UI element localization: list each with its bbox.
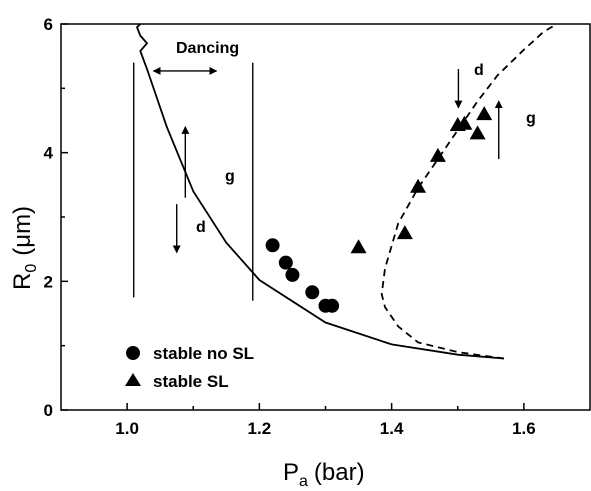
point-stable-no-sl [325, 298, 340, 313]
point-stable-sl [429, 147, 446, 162]
legend: stable no SL stable SL [125, 344, 254, 391]
point-stable-sl [456, 115, 473, 130]
y-tick-label: 4 [44, 144, 54, 163]
legend-marker-triangle [125, 373, 141, 386]
x-tick-label: 1.6 [512, 419, 536, 438]
point-stable-no-sl [305, 285, 320, 300]
curves [135, 23, 558, 360]
point-stable-sl [469, 125, 486, 140]
arrows [152, 66, 503, 254]
point-stable-sl [410, 178, 427, 193]
y-tick-label: 2 [44, 272, 53, 291]
point-stable-no-sl [278, 255, 293, 270]
y-tick-label: 0 [44, 401, 53, 420]
point-stable-no-sl [285, 267, 300, 282]
dancing-label: Dancing [176, 40, 239, 57]
dashed-curve [380, 23, 558, 360]
point-stable-sl [350, 239, 367, 254]
legend-label-sl: stable SL [153, 372, 229, 391]
point-stable-no-sl [265, 238, 280, 253]
data-markers [265, 106, 493, 313]
g-label-left: g [225, 168, 235, 185]
vertical-lines [133, 62, 254, 301]
y-ticks: 0 2 4 6 [44, 15, 68, 420]
d-label-left: d [196, 219, 206, 236]
point-stable-sl [476, 106, 493, 121]
plot-frame [60, 23, 591, 411]
y-tick-label: 6 [44, 15, 53, 34]
point-stable-sl [396, 225, 413, 240]
x-tick-label: 1.4 [380, 419, 404, 438]
y-axis-label: R0(μm) [9, 206, 40, 290]
x-ticks: 1.0 1.2 1.4 1.6 [115, 403, 536, 438]
legend-marker-circle [126, 346, 140, 360]
x-tick-label: 1.2 [248, 419, 272, 438]
d-label-right: d [474, 62, 484, 79]
legend-label-no-sl: stable no SL [153, 344, 254, 363]
g-label-right: g [526, 110, 536, 127]
solid-curve [135, 23, 505, 360]
x-axis-label: Pa (bar) [283, 459, 365, 490]
x-tick-label: 1.0 [115, 419, 139, 438]
